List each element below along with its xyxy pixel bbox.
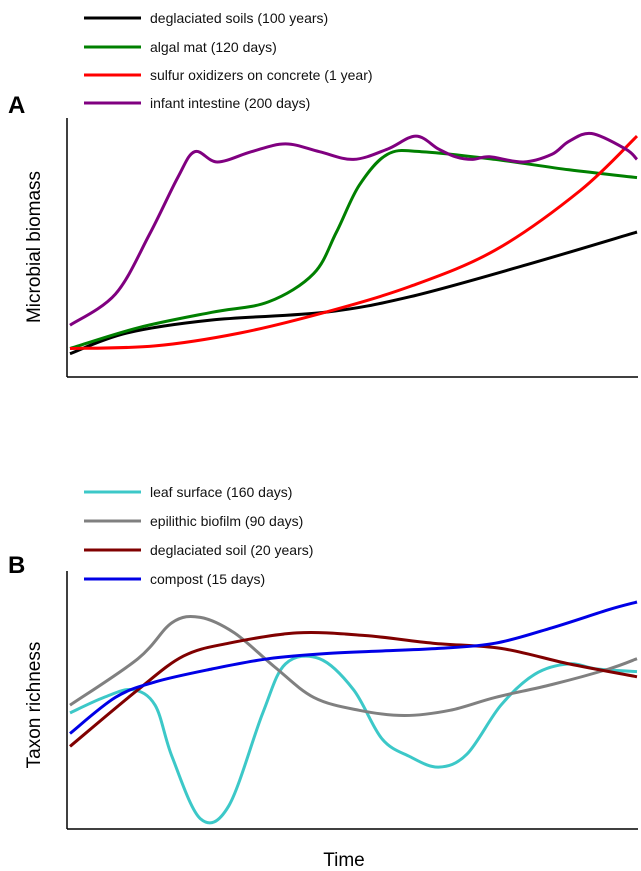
series-line-b-3 (69, 600, 638, 735)
legend-a: deglaciated soils (100 years) algal mat … (84, 10, 373, 111)
series-line-a-3 (69, 131, 639, 327)
series-line-b-2 (69, 631, 638, 748)
x-axis-label-b: Time (323, 850, 365, 871)
legend-b-label-1: epilithic biofilm (90 days) (150, 513, 303, 529)
legend-a-label-0: deglaciated soils (100 years) (150, 10, 328, 26)
legend-a-label-3: infant intestine (200 days) (150, 95, 310, 111)
legend-b-label-2: deglaciated soil (20 years) (150, 542, 313, 558)
series-line-a-2 (69, 135, 639, 350)
axes-a (66, 118, 638, 378)
series-line-b-0 (69, 654, 638, 825)
legend-b-label-0: leaf surface (160 days) (150, 484, 292, 500)
panel-b-label: B (8, 552, 25, 579)
legend-a-label-1: algal mat (120 days) (150, 39, 277, 55)
y-axis-label-b: Taxon richness (24, 642, 45, 769)
series-group-b (69, 600, 638, 825)
legend-b-label-3: compost (15 days) (150, 571, 265, 587)
axes-b (66, 571, 638, 830)
series-line-a-0 (69, 230, 638, 356)
series-line-a-1 (69, 149, 638, 350)
series-line-b-1 (69, 614, 638, 718)
y-axis-label-a: Microbial biomass (24, 171, 45, 323)
panel-a-label: A (8, 92, 25, 119)
legend-a-label-2: sulfur oxidizers on concrete (1 year) (150, 67, 373, 83)
series-group-a (69, 131, 639, 356)
legend-b: leaf surface (160 days) epilithic biofil… (84, 484, 313, 587)
